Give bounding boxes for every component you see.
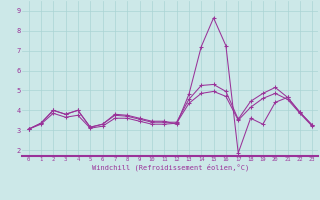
X-axis label: Windchill (Refroidissement éolien,°C): Windchill (Refroidissement éolien,°C) (92, 163, 249, 171)
